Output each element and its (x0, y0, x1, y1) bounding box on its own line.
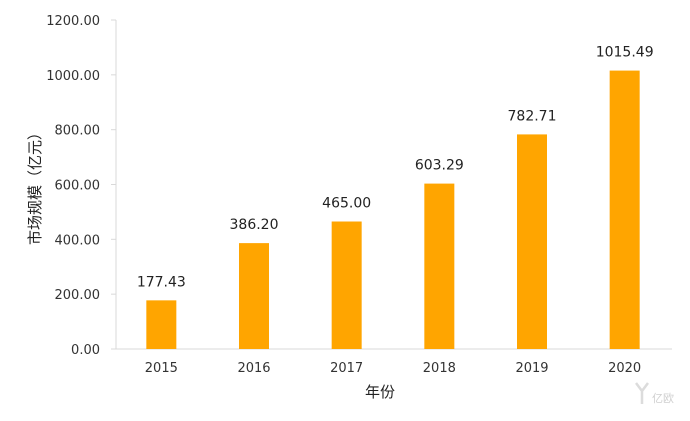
data-label-2015: 177.43 (137, 274, 186, 290)
data-label-2020: 1015.49 (596, 45, 654, 61)
y-tick-label: 200.00 (55, 288, 101, 303)
y-axis-title: 市场规模（亿元） (26, 125, 44, 245)
data-label-2017: 465.00 (322, 196, 371, 212)
bar-2019 (517, 134, 547, 349)
watermark-logo: 亿欧 (635, 382, 674, 405)
x-tick-labels: 2015 2016 2017 2018 2019 2020 (145, 361, 641, 376)
x-tick-label-2016: 2016 (237, 361, 270, 376)
y-tick-label: 0.00 (71, 343, 100, 358)
x-tick-label-2018: 2018 (423, 361, 456, 376)
y-tick-label: 600.00 (55, 179, 101, 194)
bar-2016 (239, 243, 269, 349)
y-tick-label: 1000.00 (46, 69, 100, 84)
data-labels: 177.43 386.20 465.00 603.29 782.71 1015.49 (137, 45, 654, 291)
y-tick-label: 1200.00 (46, 14, 100, 29)
y-axis: 0.00 200.00 400.00 600.00 800.00 1000.00 1200.… (46, 14, 117, 358)
x-axis-title: 年份 (365, 383, 395, 401)
x-tick-label-2019: 2019 (515, 361, 548, 376)
watermark-text: 亿欧 (652, 392, 674, 405)
bar-2018 (424, 183, 455, 349)
y-tick-label: 400.00 (55, 233, 101, 248)
x-tick-label-2017: 2017 (330, 361, 363, 376)
x-tick-label-2020: 2020 (608, 361, 641, 376)
data-label-2018: 603.29 (415, 158, 464, 174)
data-label-2016: 386.20 (230, 217, 279, 233)
data-label-2019: 782.71 (508, 108, 557, 124)
bars (146, 70, 640, 350)
bar-2020 (609, 70, 640, 350)
bar-2015 (146, 300, 177, 349)
x-tick-label-2015: 2015 (145, 361, 178, 376)
y-tick-labels: 0.00 200.00 400.00 600.00 800.00 1000.00 1200.… (46, 14, 116, 358)
watermark-y-icon (635, 382, 649, 404)
bar-2017 (331, 221, 362, 349)
y-tick-label: 800.00 (55, 124, 101, 139)
